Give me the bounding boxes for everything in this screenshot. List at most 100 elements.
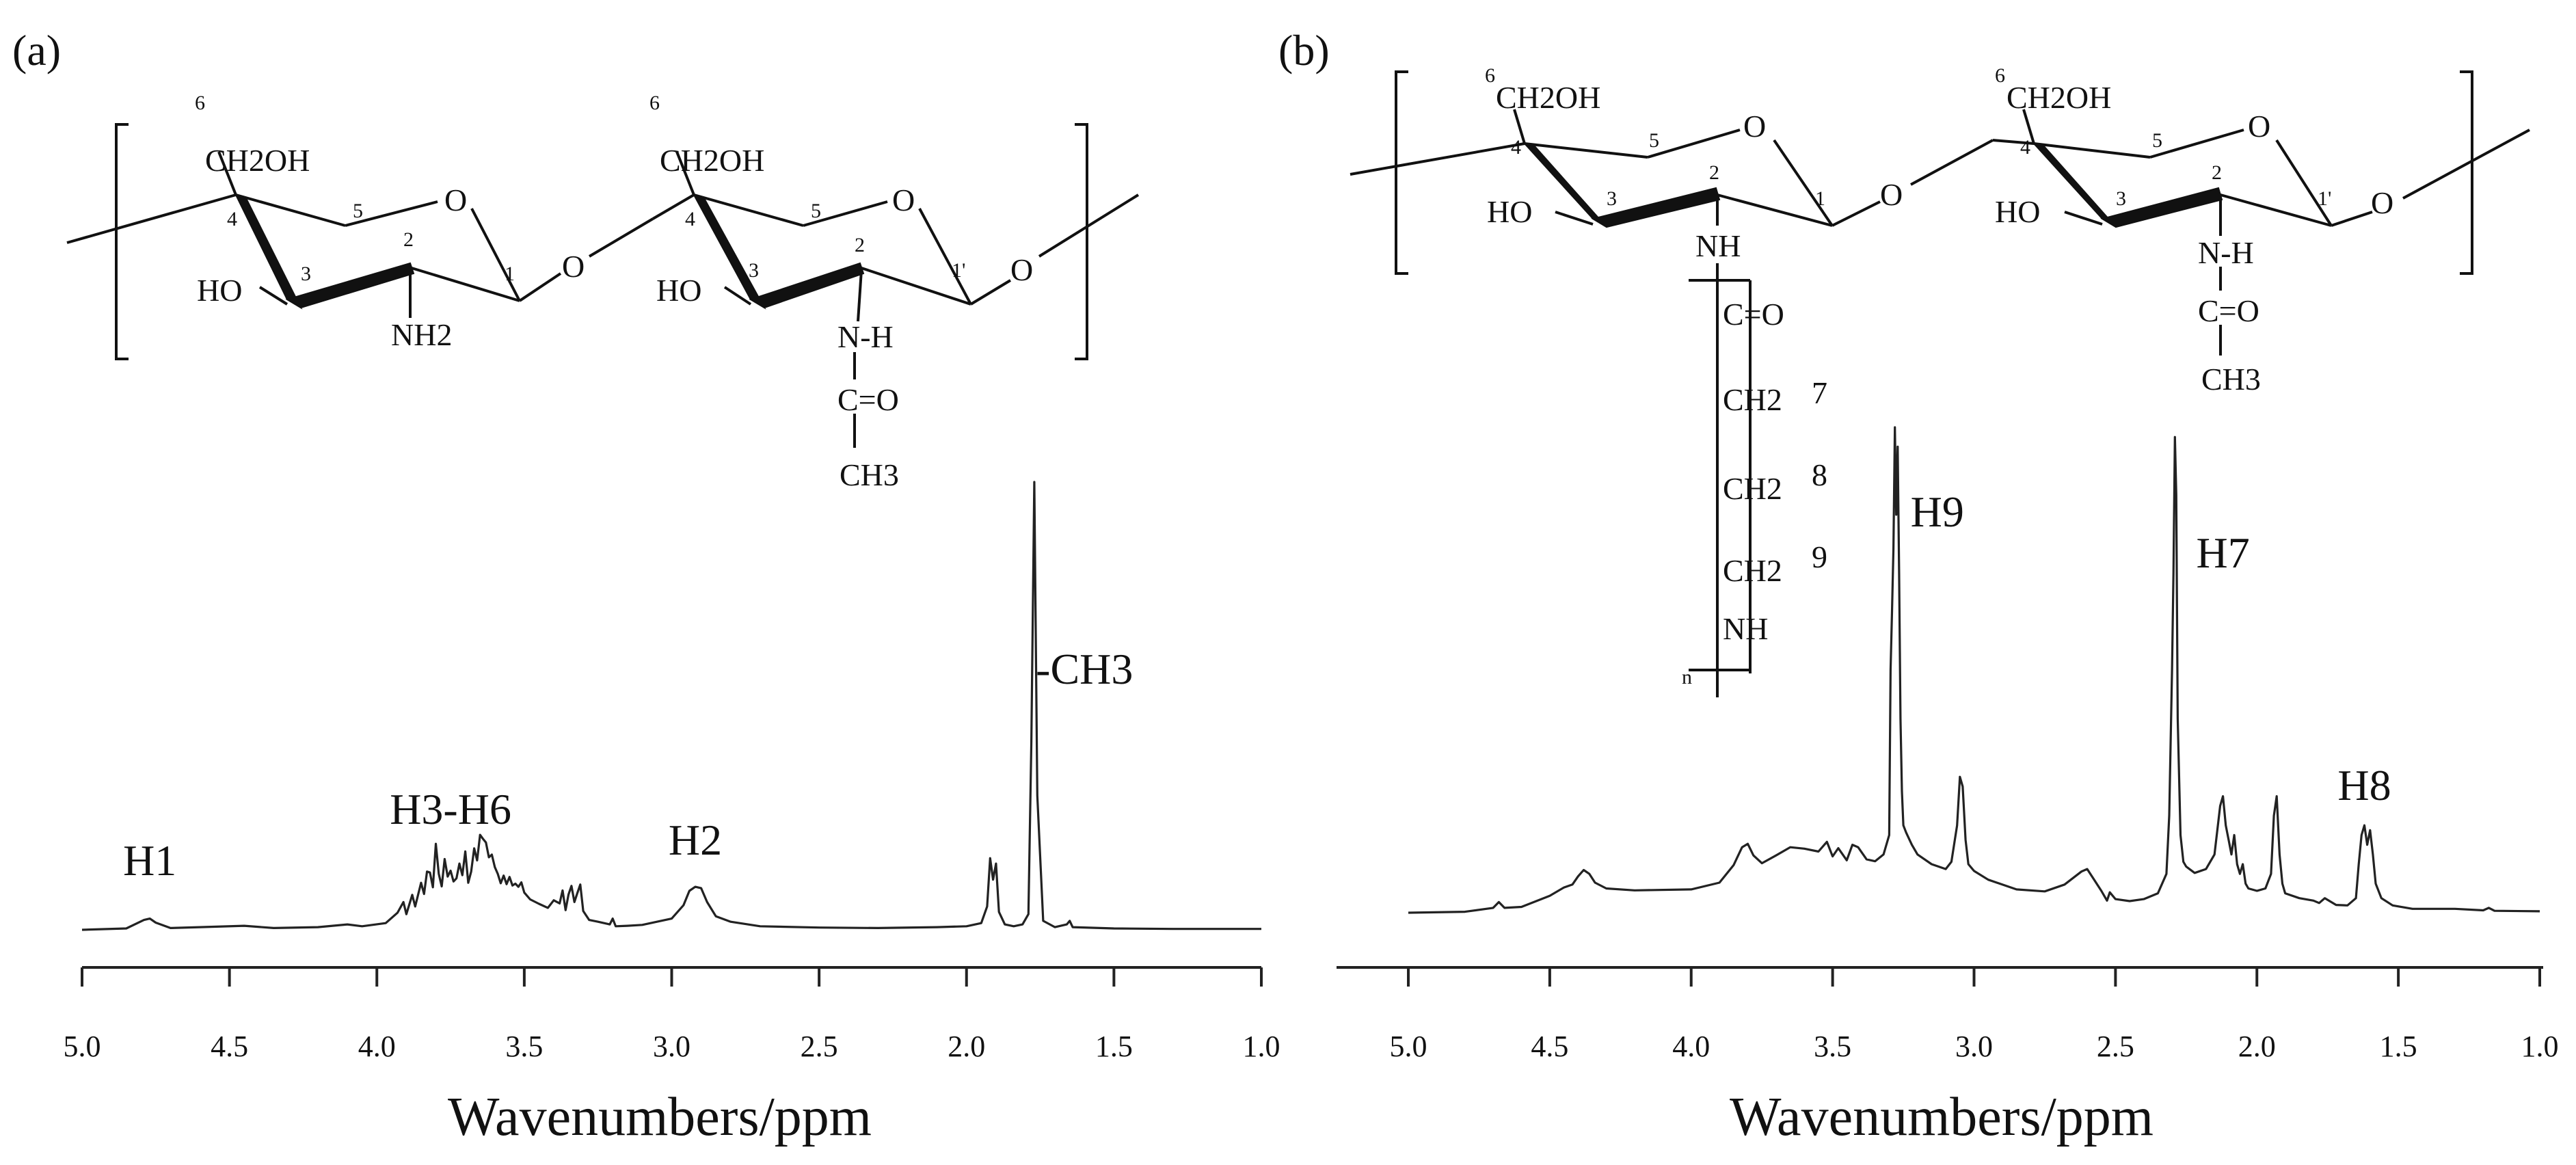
b-ring2-ho: HO (1995, 194, 2040, 229)
ring2-bond-1-o (969, 279, 1012, 306)
b-ring2-nh: N-H (2198, 235, 2254, 270)
b-ring2-ch2oh: CH2OH (2007, 80, 2111, 115)
ring1-locant-5: 5 (353, 200, 363, 222)
b-ring2-bond-c6 (2022, 109, 2035, 144)
ring2-bond-5-o (803, 200, 888, 227)
chitosan-structure: 6 CH2OH 4 5 O 2 3 1 HO NH2 O (66, 92, 1140, 492)
peak-label: H9 (1911, 487, 1964, 536)
peak-labels-b: H9 H7 H8 (1911, 487, 2391, 809)
b-chain-co: C=O (1723, 297, 1784, 332)
ring1-bond-oh (258, 286, 289, 306)
x-ticks-a: 5.0 4.5 4.0 3.5 3.0 2.5 2.0 1.5 1.0 (64, 967, 1280, 1063)
ring1-locant-6: 6 (195, 92, 205, 114)
b-ring2-bond-5-o (2149, 129, 2244, 159)
x-tick-label: 4.0 (1672, 1030, 1710, 1063)
ring2-bond-link (652, 193, 695, 220)
ring1-o: O (444, 183, 467, 217)
ring2-ch2oh: CH2OH (660, 143, 764, 178)
b-ring1-locant-5: 5 (1649, 129, 1659, 152)
x-tick-label: 3.5 (505, 1030, 543, 1063)
b-ring2-locant-3: 3 (2116, 187, 2126, 210)
x-tick-label: 4.5 (211, 1030, 248, 1063)
peak-label: H8 (2337, 761, 2391, 809)
ring1-bond-5-o (345, 200, 438, 227)
x-ticks-b: 5.0 4.5 4.0 3.5 3.0 2.5 2.0 1.5 1.0 (1390, 967, 2559, 1063)
ring1-ho: HO (197, 273, 242, 308)
b-ring1-locant-6: 6 (1485, 64, 1495, 87)
ring2-bond-c6 (675, 151, 695, 196)
x-axis-label-b: Wavenumbers/ppm (1730, 1087, 2154, 1147)
b-chain-nh: NH (1723, 611, 1768, 646)
b-ring2-co: C=O (2198, 293, 2259, 328)
ring1-bond-4-5 (235, 193, 346, 227)
ring1-wedge-bottom (285, 262, 415, 309)
b-ring1-o: O (1743, 109, 1766, 144)
ring2-bond-n (857, 269, 863, 322)
b-chain-ch2-8: CH2 (1723, 471, 1782, 506)
b-ring2-ch3: CH3 (2201, 362, 2261, 397)
spectrum-b (1408, 426, 2540, 914)
panel-a-label: (a) (12, 26, 61, 75)
b-ring1-locant-2: 2 (1709, 161, 1719, 184)
x-tick-label: 3.0 (653, 1030, 690, 1063)
b-ring1-wedge-bottom (1591, 187, 1721, 228)
ring2-co: C=O (837, 382, 899, 417)
x-tick-label: 1.0 (1243, 1030, 1280, 1063)
peak-label: H2 (669, 816, 722, 864)
spectrum-a (81, 481, 1261, 931)
right-bracket-b (2460, 70, 2473, 275)
b-right-chain-bond (2402, 129, 2530, 200)
b-ring1-locant-3: 3 (1607, 187, 1617, 210)
panel-b-label: (b) (1278, 26, 1330, 75)
b-ring1-nh: NH (1695, 228, 1741, 263)
glycosidic-bond-1 (518, 272, 562, 302)
x-tick-label: 2.5 (801, 1030, 838, 1063)
right-bracket (1075, 123, 1088, 360)
end-o: O (1010, 252, 1033, 287)
b-ring2-locant-5: 5 (2152, 129, 2162, 152)
glycosidic-bond-2 (588, 217, 654, 258)
ring1-nh2: NH2 (391, 317, 452, 352)
b-ring1-bond-2-1 (1717, 193, 1833, 227)
b-ring1-ho: HO (1487, 194, 1532, 229)
plot-b: 5.0 4.5 4.0 3.5 3.0 2.5 2.0 1.5 1.0 H9 H7 H8 Waven… (1337, 426, 2559, 1147)
ring1-locant-2: 2 (403, 228, 414, 251)
ring2-nh: N-H (837, 319, 894, 354)
left-chain-bond (66, 193, 237, 244)
b-glyco-1 (1832, 200, 1881, 227)
b-ring2-bond-4-5 (2033, 142, 2151, 159)
x-tick-label: 4.0 (358, 1030, 396, 1063)
x-tick-label: 5.0 (64, 1030, 101, 1063)
panel-b: (b) 6 CH2OH 4 5 O 2 3 1 HO (1278, 26, 2559, 1147)
ring2-locant-1p: 1' (952, 259, 965, 282)
b-chain-ch2-9: CH2 (1723, 553, 1782, 588)
b-position-7: 7 (1812, 375, 1827, 410)
ring2-locant-5: 5 (811, 200, 821, 222)
panel-a: (a) 6 CH2OH 4 5 O 2 3 (12, 26, 1280, 1147)
plot-a: 5.0 4.5 4.0 3.5 3.0 2.5 2.0 1.5 1.0 H1 H3-H6 H2 -CH… (64, 481, 1280, 1147)
x-tick-label: 1.5 (1095, 1030, 1133, 1063)
b-ring1-bond-oh (1555, 211, 1594, 226)
ring1-bond-c6 (217, 151, 237, 196)
ring2-ho: HO (656, 273, 701, 308)
b-chain-n: n (1682, 666, 1692, 688)
b-ring2-bond-1-o (2331, 211, 2373, 227)
b-glyco-2 (1910, 139, 1994, 186)
b-end-o: O (2371, 185, 2393, 220)
ring2-o: O (892, 183, 915, 217)
ring1-locant-4: 4 (227, 208, 237, 230)
ring1-locant-3: 3 (301, 263, 311, 285)
x-tick-label: 1.0 (2521, 1030, 2559, 1063)
b-ring1-locant-4: 4 (1511, 136, 1521, 159)
b-ring2-o: O (2248, 109, 2270, 144)
x-tick-label: 5.0 (1390, 1030, 1427, 1063)
b-ring2-bond-link (1992, 139, 2035, 145)
b-ring1-bond-o-1 (1773, 139, 1834, 227)
x-tick-label: 2.0 (2238, 1030, 2276, 1063)
peak-label: H3-H6 (390, 785, 511, 833)
b-ring1-ch2oh: CH2OH (1496, 80, 1600, 115)
x-axis-label-a: Wavenumbers/ppm (448, 1087, 872, 1147)
b-ring2-locant-1p: 1' (2318, 187, 2331, 210)
x-tick-label: 3.0 (1955, 1030, 1993, 1063)
